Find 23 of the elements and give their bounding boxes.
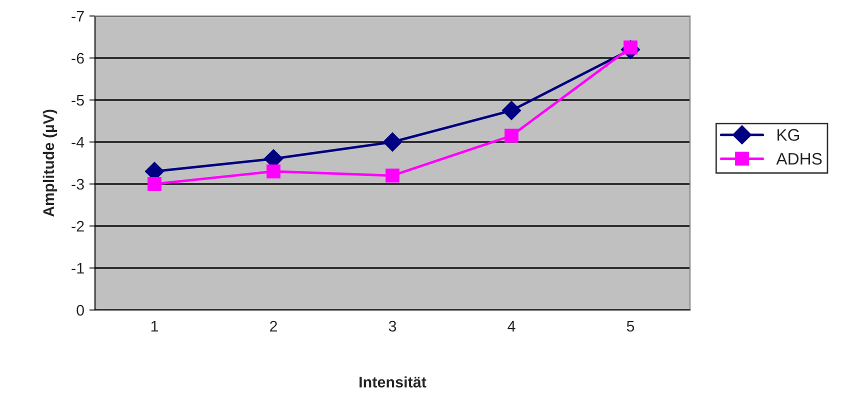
point <box>504 128 518 143</box>
y-tick-label: -5 <box>72 95 84 106</box>
y-tick-label: -2 <box>72 220 84 232</box>
x-tick-label: 4 <box>508 320 516 332</box>
point <box>266 164 280 178</box>
point <box>386 168 400 183</box>
point <box>502 100 522 120</box>
y-tick-label: 0 <box>76 304 84 316</box>
x-axis-title: Intensität <box>360 376 426 388</box>
y-tick-label: -6 <box>72 52 84 64</box>
point <box>382 132 402 152</box>
y-tick-label: -4 <box>72 137 84 148</box>
x-tick-label: 3 <box>388 320 396 332</box>
x-tick-label: 2 <box>270 320 277 332</box>
y-tick-label: -1 <box>72 263 84 274</box>
legend-label: ADHS <box>776 152 822 165</box>
point <box>148 177 162 191</box>
y-axis-title: Amplitude (µV) <box>42 110 58 217</box>
y-tick-label: -3 <box>72 178 84 190</box>
legend-label: KG <box>778 129 800 141</box>
y-tick-label: -7 <box>72 11 84 22</box>
x-tick-label: 5 <box>626 320 634 332</box>
x-tick-label: 1 <box>151 320 158 332</box>
